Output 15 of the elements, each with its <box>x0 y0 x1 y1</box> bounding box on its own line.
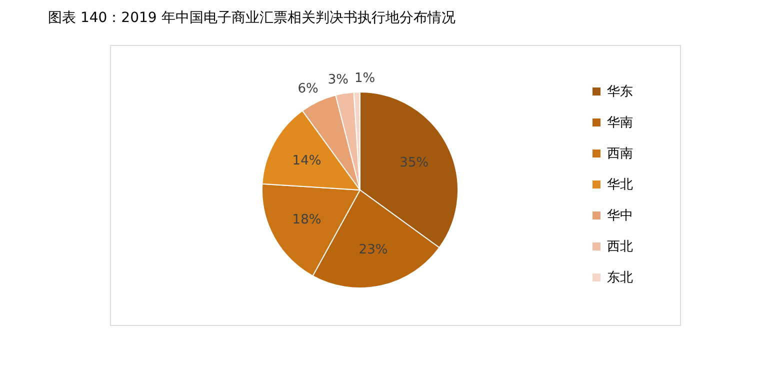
legend-label: 东北 <box>607 270 633 286</box>
data-label: 18% <box>292 212 322 228</box>
legend-label: 华东 <box>607 84 633 100</box>
data-label: 14% <box>292 154 322 169</box>
data-label: 6% <box>298 82 318 97</box>
data-label: 3% <box>328 72 348 88</box>
legend-label: 华南 <box>607 116 633 130</box>
data-label: 35% <box>400 155 429 170</box>
legend-label: 华中 <box>607 208 633 224</box>
data-label: 1% <box>354 71 376 86</box>
legend-label: 华北 <box>607 178 633 192</box>
chart-title: 图表 140：2019 年中国电子商业汇票相关判决书执行地分布情况 <box>48 10 456 26</box>
legend-label: 西南 <box>607 146 633 162</box>
legend-label: 西北 <box>607 240 633 254</box>
data-label: 23% <box>358 242 388 258</box>
